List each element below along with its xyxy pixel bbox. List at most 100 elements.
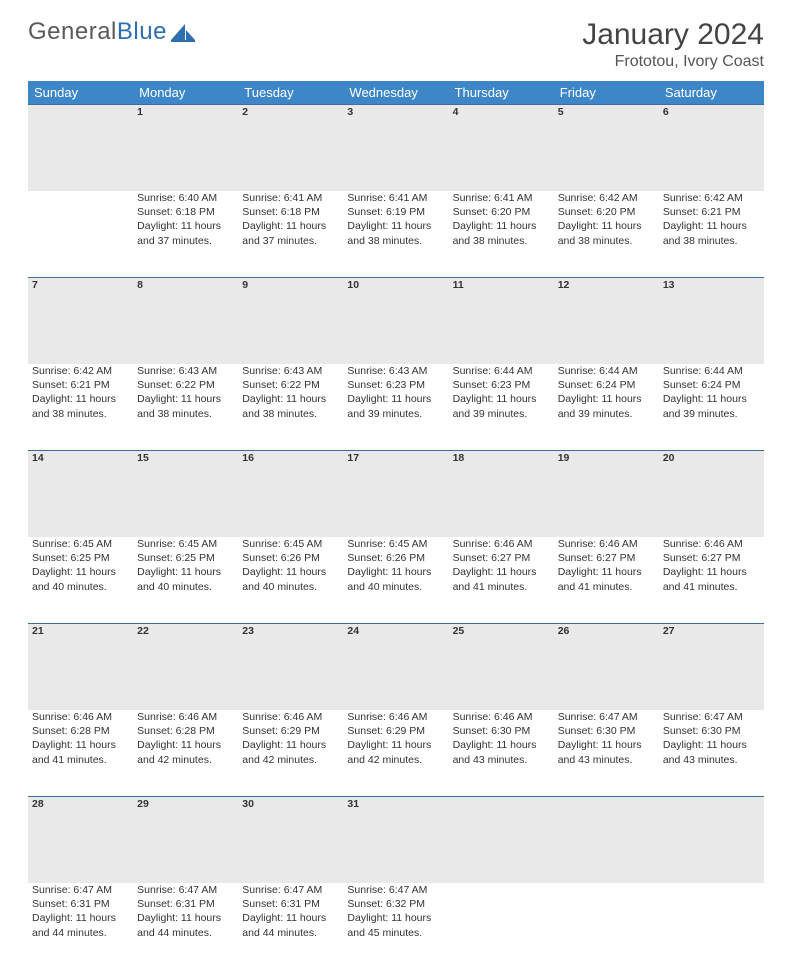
daylight-line: Daylight: 11 hours and 42 minutes. (242, 738, 339, 766)
daylight-line: Daylight: 11 hours and 38 minutes. (663, 219, 760, 247)
sunset-line: Sunset: 6:28 PM (32, 724, 129, 738)
day-number: 31 (343, 797, 448, 884)
sunrise-line: Sunrise: 6:46 AM (453, 537, 550, 551)
sunrise-line: Sunrise: 6:47 AM (242, 883, 339, 897)
day-content-row: Sunrise: 6:47 AMSunset: 6:31 PMDaylight:… (28, 883, 764, 969)
daylight-line: Daylight: 11 hours and 44 minutes. (242, 911, 339, 939)
sunset-line: Sunset: 6:24 PM (663, 378, 760, 392)
daylight-line: Daylight: 11 hours and 38 minutes. (453, 219, 550, 247)
day-number-row: 123456 (28, 105, 764, 192)
day-cell: Sunrise: 6:41 AMSunset: 6:18 PMDaylight:… (238, 191, 343, 278)
day-number: 7 (28, 278, 133, 365)
sunrise-line: Sunrise: 6:43 AM (347, 364, 444, 378)
daylight-line: Daylight: 11 hours and 38 minutes. (137, 392, 234, 420)
sunset-line: Sunset: 6:23 PM (347, 378, 444, 392)
daylight-line: Daylight: 11 hours and 40 minutes. (137, 565, 234, 593)
sunset-line: Sunset: 6:27 PM (453, 551, 550, 565)
day-number: 6 (659, 105, 764, 192)
day-number: 19 (554, 451, 659, 538)
day-number (554, 797, 659, 884)
day-cell: Sunrise: 6:47 AMSunset: 6:31 PMDaylight:… (238, 883, 343, 969)
day-cell: Sunrise: 6:45 AMSunset: 6:26 PMDaylight:… (238, 537, 343, 624)
sunrise-line: Sunrise: 6:47 AM (663, 710, 760, 724)
sunset-line: Sunset: 6:26 PM (242, 551, 339, 565)
day-number: 18 (449, 451, 554, 538)
day-number: 26 (554, 624, 659, 711)
daylight-line: Daylight: 11 hours and 39 minutes. (663, 392, 760, 420)
daylight-line: Daylight: 11 hours and 41 minutes. (558, 565, 655, 593)
sunset-line: Sunset: 6:29 PM (347, 724, 444, 738)
daylight-line: Daylight: 11 hours and 44 minutes. (137, 911, 234, 939)
sunrise-line: Sunrise: 6:41 AM (453, 191, 550, 205)
day-cell (449, 883, 554, 969)
daylight-line: Daylight: 11 hours and 43 minutes. (453, 738, 550, 766)
day-number: 16 (238, 451, 343, 538)
sunrise-line: Sunrise: 6:47 AM (32, 883, 129, 897)
sunrise-line: Sunrise: 6:47 AM (347, 883, 444, 897)
day-number: 20 (659, 451, 764, 538)
sunrise-line: Sunrise: 6:46 AM (32, 710, 129, 724)
weekday-header: Thursday (449, 81, 554, 105)
sunset-line: Sunset: 6:29 PM (242, 724, 339, 738)
sunset-line: Sunset: 6:32 PM (347, 897, 444, 911)
day-number-row: 28293031 (28, 797, 764, 884)
day-cell: Sunrise: 6:44 AMSunset: 6:24 PMDaylight:… (554, 364, 659, 451)
sunrise-line: Sunrise: 6:45 AM (347, 537, 444, 551)
day-cell: Sunrise: 6:46 AMSunset: 6:28 PMDaylight:… (28, 710, 133, 797)
sunset-line: Sunset: 6:22 PM (137, 378, 234, 392)
day-cell: Sunrise: 6:47 AMSunset: 6:31 PMDaylight:… (133, 883, 238, 969)
calendar-page: GeneralBlue January 2024 Frototou, Ivory… (0, 0, 792, 979)
day-number: 4 (449, 105, 554, 192)
weekday-header: Tuesday (238, 81, 343, 105)
sunset-line: Sunset: 6:18 PM (137, 205, 234, 219)
day-number: 17 (343, 451, 448, 538)
day-number: 14 (28, 451, 133, 538)
daylight-line: Daylight: 11 hours and 38 minutes. (558, 219, 655, 247)
day-cell: Sunrise: 6:41 AMSunset: 6:20 PMDaylight:… (449, 191, 554, 278)
day-cell: Sunrise: 6:43 AMSunset: 6:22 PMDaylight:… (238, 364, 343, 451)
day-number: 25 (449, 624, 554, 711)
sunset-line: Sunset: 6:31 PM (242, 897, 339, 911)
day-cell: Sunrise: 6:43 AMSunset: 6:23 PMDaylight:… (343, 364, 448, 451)
day-number: 13 (659, 278, 764, 365)
weekday-header: Saturday (659, 81, 764, 105)
daylight-line: Daylight: 11 hours and 39 minutes. (347, 392, 444, 420)
daylight-line: Daylight: 11 hours and 43 minutes. (558, 738, 655, 766)
day-content-row: Sunrise: 6:40 AMSunset: 6:18 PMDaylight:… (28, 191, 764, 278)
day-cell: Sunrise: 6:43 AMSunset: 6:22 PMDaylight:… (133, 364, 238, 451)
daylight-line: Daylight: 11 hours and 43 minutes. (663, 738, 760, 766)
month-title: January 2024 (582, 18, 764, 51)
sunrise-line: Sunrise: 6:47 AM (558, 710, 655, 724)
daylight-line: Daylight: 11 hours and 37 minutes. (137, 219, 234, 247)
sunset-line: Sunset: 6:19 PM (347, 205, 444, 219)
day-number: 21 (28, 624, 133, 711)
day-cell: Sunrise: 6:46 AMSunset: 6:27 PMDaylight:… (554, 537, 659, 624)
day-cell: Sunrise: 6:44 AMSunset: 6:24 PMDaylight:… (659, 364, 764, 451)
day-number-row: 78910111213 (28, 278, 764, 365)
daylight-line: Daylight: 11 hours and 39 minutes. (558, 392, 655, 420)
sunrise-line: Sunrise: 6:46 AM (347, 710, 444, 724)
sunset-line: Sunset: 6:20 PM (453, 205, 550, 219)
day-cell: Sunrise: 6:47 AMSunset: 6:30 PMDaylight:… (554, 710, 659, 797)
day-content-row: Sunrise: 6:42 AMSunset: 6:21 PMDaylight:… (28, 364, 764, 451)
day-number: 22 (133, 624, 238, 711)
day-number: 15 (133, 451, 238, 538)
sunrise-line: Sunrise: 6:42 AM (32, 364, 129, 378)
daylight-line: Daylight: 11 hours and 41 minutes. (453, 565, 550, 593)
brand-logo: GeneralBlue (28, 18, 197, 46)
sunset-line: Sunset: 6:26 PM (347, 551, 444, 565)
header: GeneralBlue January 2024 Frototou, Ivory… (28, 18, 764, 71)
day-cell: Sunrise: 6:47 AMSunset: 6:31 PMDaylight:… (28, 883, 133, 969)
daylight-line: Daylight: 11 hours and 41 minutes. (663, 565, 760, 593)
sunset-line: Sunset: 6:27 PM (558, 551, 655, 565)
day-content-row: Sunrise: 6:46 AMSunset: 6:28 PMDaylight:… (28, 710, 764, 797)
day-cell: Sunrise: 6:46 AMSunset: 6:29 PMDaylight:… (238, 710, 343, 797)
sunrise-line: Sunrise: 6:42 AM (558, 191, 655, 205)
weekday-header: Monday (133, 81, 238, 105)
sunrise-line: Sunrise: 6:44 AM (558, 364, 655, 378)
day-cell: Sunrise: 6:47 AMSunset: 6:32 PMDaylight:… (343, 883, 448, 969)
sunset-line: Sunset: 6:27 PM (663, 551, 760, 565)
day-cell: Sunrise: 6:42 AMSunset: 6:21 PMDaylight:… (659, 191, 764, 278)
day-number: 12 (554, 278, 659, 365)
day-number: 2 (238, 105, 343, 192)
